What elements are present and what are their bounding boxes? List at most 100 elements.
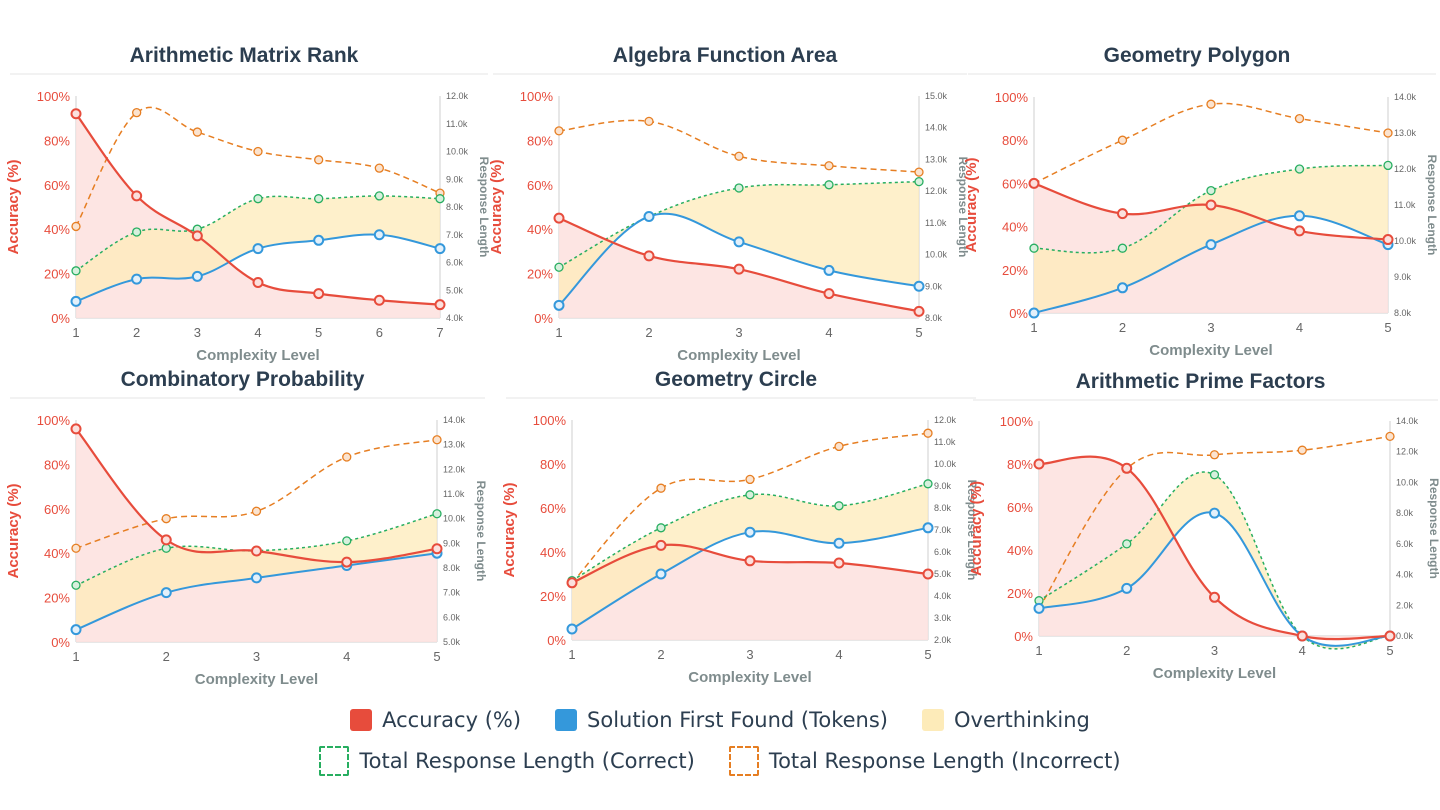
point-solution (553, 299, 565, 311)
left-axis-label: Accuracy (%) (501, 482, 518, 577)
point-solution (1121, 582, 1133, 594)
legend-item-accuracy: Accuracy (%) (350, 708, 521, 732)
left-tick-label: 80% (1002, 133, 1028, 148)
point-solution (913, 280, 925, 292)
chart-title: Geometry Polygon (1104, 44, 1291, 67)
legend-swatch-correct (319, 746, 350, 776)
point-accuracy (70, 423, 82, 435)
left-tick-label: 20% (527, 267, 553, 282)
legend-item-solution: Solution First Found (Tokens) (555, 708, 888, 732)
left-tick-label: 20% (44, 591, 70, 606)
point-correct (1383, 160, 1393, 171)
point-correct (734, 183, 744, 193)
left-tick-label: 60% (1002, 176, 1028, 191)
point-accuracy (1209, 591, 1220, 603)
x-tick-label: 3 (1211, 643, 1218, 658)
x-tick-label: 2 (163, 649, 170, 664)
point-solution (643, 211, 655, 223)
right-axis-label: Response Length (1425, 155, 1439, 256)
x-tick-label: 1 (568, 647, 575, 662)
point-correct (656, 523, 666, 533)
right-tick-label: 9.0k (934, 481, 952, 491)
legend-item-incorrect: Total Response Length (Incorrect) (728, 746, 1121, 776)
series-line-incorrect (75, 438, 438, 550)
right-tick-label: 5.0k (934, 569, 952, 579)
x-tick-label: 5 (924, 647, 931, 662)
point-solution (1294, 210, 1305, 222)
point-solution (313, 234, 325, 246)
point-correct (1117, 243, 1128, 253)
x-axis-label: Complexity Level (195, 671, 318, 688)
chart-panel-5: Geometry Circle 0% 20% 40% 60% 80% 100% 2.0k 3.0… (501, 368, 979, 686)
left-tick-label: 80% (540, 457, 566, 472)
right-tick-label: 7.0k (934, 525, 952, 535)
x-tick-label: 5 (1384, 320, 1391, 335)
point-incorrect (192, 127, 202, 137)
overthinking-area (559, 181, 919, 306)
x-tick-label: 3 (746, 647, 753, 662)
point-solution (823, 264, 835, 276)
left-tick-label: 40% (540, 545, 566, 560)
right-tick-label: 6.0k (446, 258, 464, 268)
overthinking-area (1039, 472, 1390, 649)
point-solution (733, 236, 745, 248)
right-tick-label: 8.0k (446, 202, 464, 212)
left-tick-label: 0% (1009, 306, 1028, 321)
right-tick-label: 12.0k (443, 464, 466, 474)
x-tick-label: 5 (1386, 643, 1393, 658)
point-accuracy (1205, 199, 1217, 211)
left-tick-label: 20% (540, 589, 566, 604)
right-tick-label: 12.0k (925, 186, 948, 196)
point-accuracy (733, 263, 745, 275)
right-tick-label: 6.0k (934, 547, 952, 557)
x-tick-label: 4 (835, 647, 842, 662)
point-accuracy (251, 545, 262, 557)
right-tick-label: 8.0k (443, 563, 461, 573)
point-correct (1209, 470, 1220, 480)
right-tick-label: 9.0k (443, 538, 461, 548)
point-incorrect (71, 221, 81, 232)
x-axis-label: Complexity Level (1149, 342, 1272, 359)
right-tick-label: 8.0k (1396, 508, 1414, 518)
right-axis-label: Response Length (474, 481, 488, 582)
x-tick-label: 4 (254, 325, 261, 340)
x-tick-label: 4 (1296, 320, 1303, 335)
right-tick-label: 15.0k (925, 91, 948, 101)
right-tick-label: 2.0k (1396, 600, 1414, 610)
point-accuracy (823, 288, 835, 300)
point-accuracy (1296, 630, 1308, 642)
legend-swatch-solution (555, 709, 578, 731)
legend-label-accuracy: Accuracy (%) (382, 708, 522, 732)
chart-title: Arithmetic Matrix Rank (130, 44, 359, 67)
x-tick-label: 2 (657, 647, 664, 662)
right-tick-label: 3.0k (934, 613, 952, 623)
point-incorrect (1294, 113, 1305, 124)
point-solution (251, 572, 262, 584)
legend-label-incorrect: Total Response Length (Incorrect) (768, 749, 1121, 773)
right-tick-label: 14.0k (925, 123, 948, 133)
right-axis-label: Response Length (1427, 478, 1440, 579)
chart-title: Geometry Circle (655, 368, 817, 391)
point-accuracy (431, 543, 443, 555)
x-tick-label: 1 (1030, 320, 1037, 335)
chart-panel-3: Geometry Polygon 0% 20% 40% 60% 80% 100% 8.0k 9.… (963, 44, 1439, 359)
point-incorrect (314, 155, 324, 165)
right-tick-label: 0.0k (1396, 631, 1414, 641)
chart-panel-2: Algebra Function Area 0% 20% 40% 60% 80% 100% 8… (488, 44, 970, 364)
right-tick-label: 10.0k (1394, 236, 1417, 246)
x-tick-label: 5 (315, 325, 322, 340)
right-tick-label: 5.0k (443, 637, 461, 647)
point-accuracy (1384, 630, 1396, 642)
point-accuracy (1117, 208, 1128, 220)
right-tick-label: 10.0k (934, 459, 957, 469)
point-solution (70, 295, 82, 307)
point-correct (435, 194, 445, 204)
point-correct (1294, 164, 1305, 174)
right-tick-label: 6.0k (443, 612, 461, 622)
right-tick-label: 6.0k (1396, 539, 1414, 549)
right-tick-label: 5.0k (446, 285, 464, 295)
left-tick-label: 60% (1007, 500, 1033, 515)
x-tick-label: 4 (343, 649, 350, 664)
right-tick-label: 12.0k (446, 91, 469, 101)
point-solution (1209, 507, 1220, 519)
